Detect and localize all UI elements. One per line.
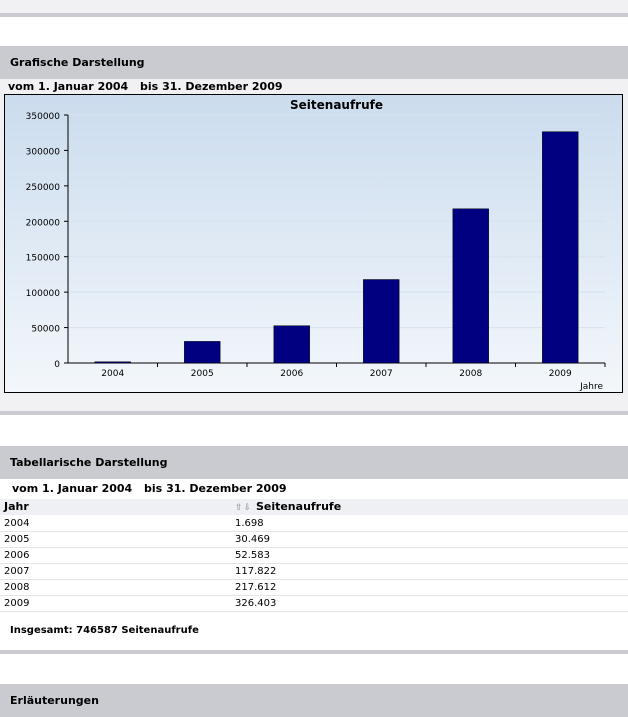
range-from: 1. Januar 2004 [38,80,129,93]
cell-views: 217.612 [235,579,628,596]
y-tick-label: 350000 [26,112,61,122]
cell-views: 30.469 [235,531,628,548]
y-tick-label: 0 [54,360,60,370]
x-tick-label: 2004 [101,369,124,379]
notes-panel: Erläuterungen [0,684,628,717]
total-unit: Seitenaufrufe [121,624,199,636]
range-mid: bis [144,482,163,495]
range-to: 31. Dezember 2009 [162,80,283,93]
y-tick-label: 50000 [31,325,60,335]
cell-views: 52.583 [235,547,628,564]
range-mid: bis [140,80,159,93]
y-tick-label: 100000 [26,289,61,299]
table-date-range: vom 1. Januar 2004 bis 31. Dezember 2009 [0,479,628,499]
range-prefix: vom [8,80,35,93]
table-row: 2007 117.822 [0,563,628,580]
bar-2007 [363,279,400,364]
sort-arrows-icon[interactable]: ⇧⇩ [235,503,253,514]
bar-2005 [184,341,221,364]
cell-views: 117.822 [235,563,628,580]
bar-chart-svg: Seitenaufrufe 0 50000 100000 150000 200000 250… [26,98,606,392]
range-from: 1. Januar 2004 [42,482,133,495]
bar-2008 [452,208,489,364]
table-header-row: Jahr ⇧⇩ Seitenaufrufe [0,499,628,516]
column-header-year[interactable]: Jahr [0,499,235,516]
range-to: 31. Dezember 2009 [166,482,287,495]
x-axis-label: Jahre [579,382,603,392]
column-header-views[interactable]: ⇧⇩ Seitenaufrufe [235,499,628,516]
cell-views: 1.698 [235,515,628,532]
cell-year: 2009 [0,595,235,612]
table-row: 2004 1.698 [0,515,628,532]
total-label: Insgesamt: [10,624,73,636]
previous-panel-remnant [0,0,628,17]
total-value: 746587 [76,624,118,636]
chart-title: Seitenaufrufe [290,98,383,112]
cell-views: 326.403 [235,595,628,612]
cell-year: 2004 [0,515,235,532]
table-row: 2009 326.403 [0,595,628,612]
column-header-views-label: Seitenaufrufe [255,500,342,514]
table-row: 2008 217.612 [0,579,628,596]
chart-panel-title: Grafische Darstellung [0,46,628,79]
bar-2006 [273,325,310,364]
table-panel-title: Tabellarische Darstellung [0,446,628,479]
chart-panel: Grafische Darstellung vom 1. Januar 2004… [0,46,628,415]
x-tick-label: 2006 [280,369,303,379]
table-row: 2005 30.469 [0,531,628,548]
cell-year: 2005 [0,531,235,548]
data-table: Jahr ⇧⇩ Seitenaufrufe 2004 1.698 2005 30.46… [0,499,628,612]
x-tick-label: 2008 [459,369,482,379]
cell-year: 2006 [0,547,235,564]
table-row: 2006 52.583 [0,547,628,564]
y-tick-label: 300000 [26,147,61,157]
x-tick-label: 2007 [370,369,393,379]
cell-year: 2007 [0,563,235,580]
y-tick-label: 250000 [26,183,61,193]
y-tick-label: 200000 [26,218,61,228]
total-summary: Insgesamt: 746587 Seitenaufrufe [0,611,628,650]
bar-2004 [94,361,131,364]
notes-panel-title: Erläuterungen [0,684,628,717]
x-tick-label: 2005 [191,369,214,379]
panel-divider [0,411,628,415]
cell-year: 2008 [0,579,235,596]
chart-date-range: vom 1. Januar 2004 bis 31. Dezember 2009 [0,79,628,95]
bar-chart: Seitenaufrufe 0 50000 100000 150000 200000 250… [4,94,623,393]
panel-divider [0,650,628,654]
table-panel: Tabellarische Darstellung vom 1. Januar … [0,446,628,654]
y-tick-label: 150000 [26,254,61,264]
range-prefix: vom [12,482,39,495]
x-tick-label: 2009 [549,369,572,379]
bar-2009 [542,131,579,364]
